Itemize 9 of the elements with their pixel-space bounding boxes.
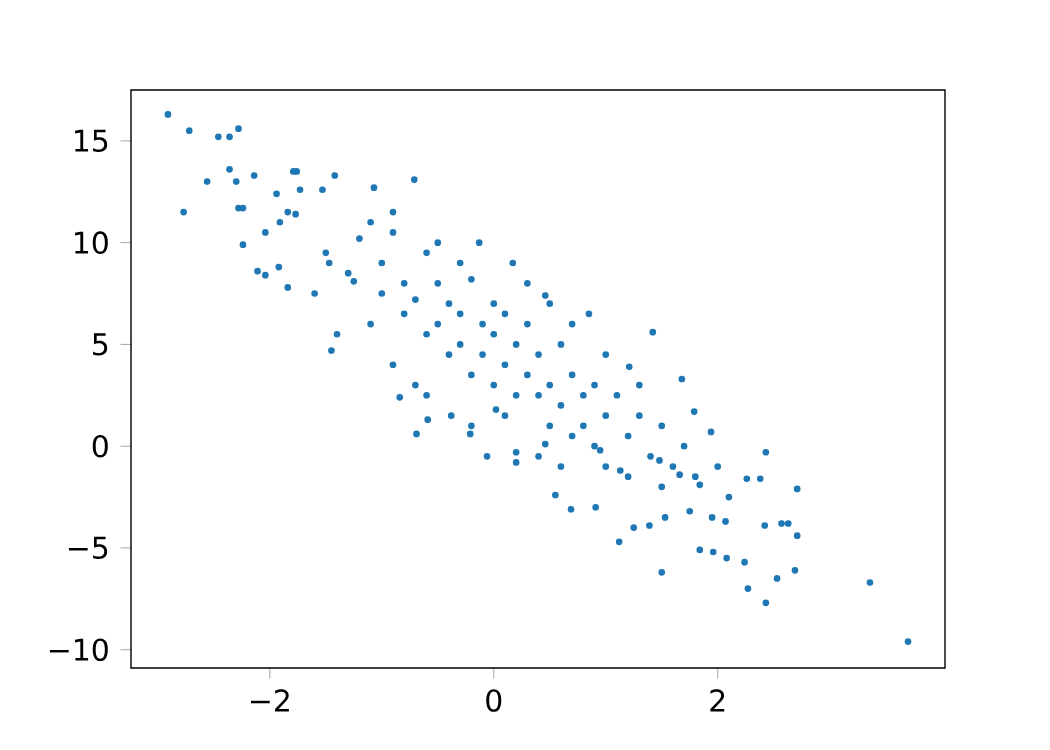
y-tick-label: −5 [68,536,108,560]
y-tick-label: 10 [75,231,108,254]
y-tick-label: −10 [49,638,108,661]
x-tick-label: 0 [486,689,502,712]
x-tick-label: −2 [250,689,289,712]
x-tick-label: 2 [710,689,725,712]
y-tick-label: 5 [93,333,108,356]
y-tick-label: 0 [92,434,108,458]
y-tick-label: 15 [75,129,108,152]
